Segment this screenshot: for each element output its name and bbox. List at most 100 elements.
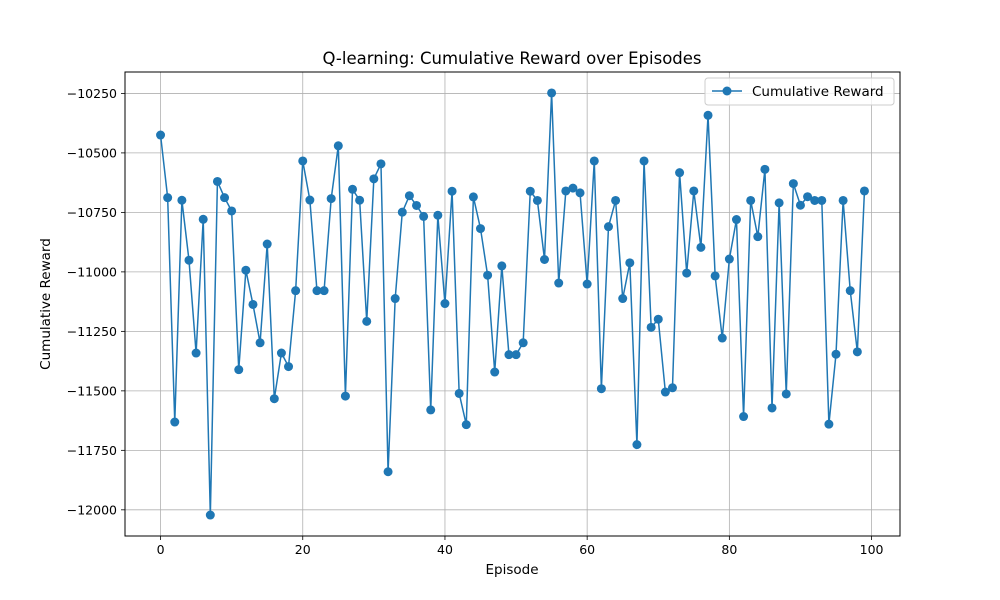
data-point xyxy=(340,391,350,401)
data-point xyxy=(305,195,315,205)
data-point xyxy=(461,420,471,430)
data-point xyxy=(625,258,635,268)
data-point xyxy=(412,200,422,210)
data-point xyxy=(426,405,436,415)
x-tick-label: 100 xyxy=(860,542,884,557)
data-point xyxy=(795,200,805,210)
x-tick-label: 40 xyxy=(437,542,453,557)
data-point xyxy=(810,195,820,205)
x-tick-label: 60 xyxy=(579,542,595,557)
data-point xyxy=(618,294,628,304)
data-point xyxy=(831,349,841,359)
data-point xyxy=(362,316,372,326)
data-point xyxy=(596,384,606,394)
data-point xyxy=(788,179,798,189)
data-point xyxy=(561,186,571,196)
data-point xyxy=(468,192,478,202)
data-point xyxy=(611,195,621,205)
data-point xyxy=(255,338,265,348)
data-point xyxy=(632,440,642,450)
data-point xyxy=(433,210,443,220)
y-tick-label: −11500 xyxy=(67,383,117,398)
data-point xyxy=(582,279,592,289)
data-point xyxy=(369,174,379,184)
data-point xyxy=(490,367,500,377)
y-axis-ticks: −12000 −11750 −11500 −11250 −11000 −10750 −105… xyxy=(67,86,125,517)
data-point xyxy=(746,195,756,205)
data-point xyxy=(177,195,187,205)
data-point xyxy=(646,322,656,332)
data-point xyxy=(383,467,393,477)
data-point xyxy=(319,286,329,296)
data-point xyxy=(291,286,301,296)
data-point xyxy=(454,388,464,398)
x-axis-ticks: 0 20 40 60 80 100 xyxy=(157,536,884,557)
data-point xyxy=(824,419,834,429)
x-tick-label: 80 xyxy=(721,542,737,557)
data-point xyxy=(603,222,613,232)
data-point xyxy=(660,387,670,397)
x-axis-label: Episode xyxy=(485,562,538,578)
data-point xyxy=(184,255,194,265)
data-point xyxy=(312,286,322,296)
data-point xyxy=(731,215,741,225)
data-point xyxy=(212,176,222,186)
data-point xyxy=(198,214,208,224)
data-point xyxy=(547,88,557,98)
data-point xyxy=(575,188,585,198)
data-point xyxy=(667,383,677,393)
data-point xyxy=(248,299,258,309)
y-tick-label: −10250 xyxy=(67,86,117,101)
data-point xyxy=(483,270,493,280)
data-point xyxy=(284,362,294,372)
data-point xyxy=(589,156,599,166)
data-point xyxy=(817,195,827,205)
data-point xyxy=(447,186,457,196)
data-point xyxy=(234,365,244,375)
data-point xyxy=(333,141,343,151)
data-point xyxy=(191,348,201,358)
data-point xyxy=(710,271,720,281)
data-point xyxy=(220,193,230,203)
y-tick-label: −11250 xyxy=(67,324,117,339)
x-tick-label: 20 xyxy=(295,542,311,557)
data-point xyxy=(511,350,521,360)
plot-frame xyxy=(124,71,901,537)
data-point xyxy=(675,168,685,178)
data-point xyxy=(404,191,414,201)
series-marker-layer xyxy=(156,88,869,520)
data-point xyxy=(276,348,286,358)
data-point xyxy=(326,194,336,204)
data-point xyxy=(390,294,400,304)
data-point xyxy=(838,195,848,205)
data-point xyxy=(568,183,578,193)
data-point xyxy=(540,255,549,264)
chart-title: Q-learning: Cumulative Reward over Episo… xyxy=(322,49,701,68)
data-point xyxy=(419,211,429,221)
data-point xyxy=(376,159,386,169)
data-point xyxy=(241,265,251,275)
data-point xyxy=(163,193,173,203)
x-tick-label: 0 xyxy=(157,542,165,557)
data-point xyxy=(760,164,770,174)
data-point xyxy=(156,130,166,140)
data-point xyxy=(525,186,535,196)
data-point xyxy=(703,110,713,120)
data-point xyxy=(767,403,777,413)
data-point xyxy=(554,278,564,288)
data-point xyxy=(497,261,507,271)
data-point xyxy=(504,350,514,360)
data-point xyxy=(639,156,649,166)
legend-marker-swatch xyxy=(722,86,732,96)
data-point xyxy=(803,192,813,202)
data-point xyxy=(689,186,699,196)
data-point xyxy=(397,207,407,217)
data-point xyxy=(348,184,358,194)
data-point xyxy=(682,268,692,278)
y-tick-label: −11000 xyxy=(67,264,117,279)
data-point xyxy=(753,232,763,242)
y-axis-label: Cumulative Reward xyxy=(38,238,54,370)
data-point xyxy=(205,510,215,520)
data-point xyxy=(859,186,869,196)
